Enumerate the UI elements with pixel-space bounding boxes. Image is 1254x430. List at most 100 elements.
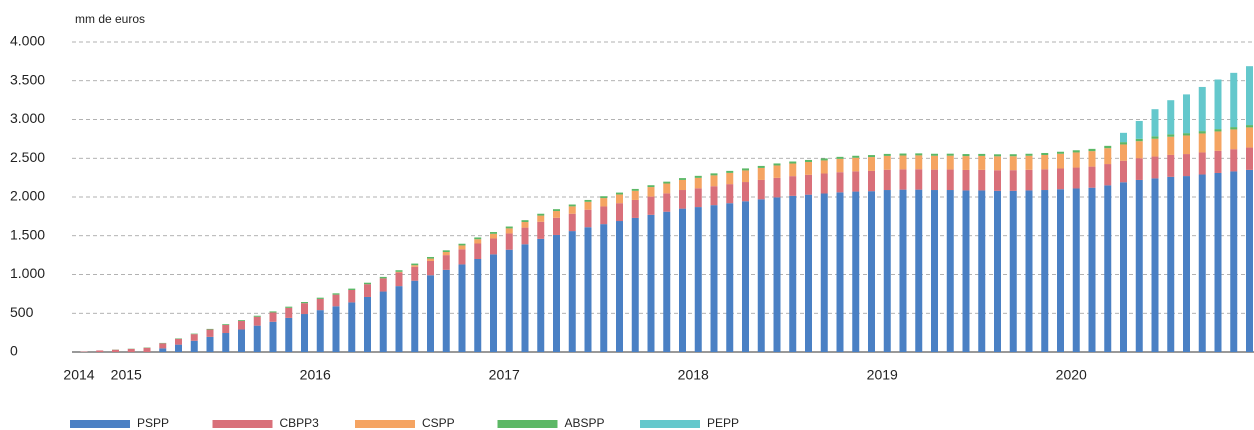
- bar-segment: [1167, 154, 1175, 177]
- bar-segment: [1104, 145, 1112, 149]
- bar-segment: [883, 155, 891, 170]
- bar-segment: [820, 173, 828, 194]
- bar-segment: [616, 221, 623, 352]
- bar-segment: [1198, 86, 1206, 132]
- bar-segment: [1183, 135, 1190, 155]
- bar-segment: [1009, 156, 1017, 171]
- bar-segment: [568, 213, 576, 232]
- bar-segment: [742, 201, 749, 352]
- bar-segment: [238, 321, 245, 330]
- bar-segment: [269, 312, 277, 322]
- bar-segment: [411, 266, 419, 281]
- bar-segment: [584, 227, 592, 352]
- bar-segment: [222, 324, 230, 325]
- bar-segment: [899, 169, 907, 190]
- bar-segment: [915, 189, 923, 352]
- bar-segment: [663, 211, 671, 352]
- bar-segment: [537, 238, 545, 352]
- bar-segment: [1057, 151, 1064, 154]
- bar-segment: [694, 175, 702, 178]
- y-tick-label: 1.500: [10, 226, 45, 242]
- y-tick-label: 500: [10, 304, 34, 320]
- bar-segment: [285, 306, 293, 308]
- bar-segment: [694, 188, 702, 208]
- bar-segment: [253, 316, 261, 326]
- legend-label: CBPP3: [280, 416, 320, 430]
- bar-segment: [143, 347, 151, 352]
- bar-segment: [159, 343, 167, 349]
- bar-segment: [1088, 187, 1096, 352]
- bar-segment: [206, 336, 214, 352]
- bar-segment: [679, 208, 686, 352]
- bar-segment: [1246, 125, 1253, 128]
- bar-segment: [647, 185, 655, 188]
- bar-segment: [805, 161, 812, 175]
- bar-segment: [175, 338, 182, 345]
- bar-segment: [1214, 150, 1222, 173]
- bar-segment: [301, 303, 308, 315]
- bar-segment: [946, 155, 954, 170]
- bar-segment: [726, 203, 734, 352]
- bar-segment: [899, 153, 907, 156]
- bar-segment: [568, 204, 576, 207]
- bar-segment: [253, 315, 261, 317]
- bar-segment: [994, 190, 1001, 352]
- bar-segment: [238, 329, 245, 352]
- bar-segment: [474, 237, 482, 240]
- bar-segment: [222, 324, 230, 334]
- bar-segment: [931, 190, 938, 352]
- bar-segment: [521, 220, 529, 223]
- bar-segment: [411, 263, 419, 266]
- bar-segment: [411, 265, 419, 267]
- bar-segment: [332, 306, 340, 352]
- bar-segment: [521, 222, 529, 228]
- bar-segment: [537, 215, 545, 222]
- bar-segment: [710, 186, 718, 206]
- bar-segment: [175, 344, 182, 352]
- bar-segment: [159, 348, 167, 352]
- bar-segment: [395, 270, 403, 272]
- bar-segment: [490, 233, 497, 239]
- bar-segment: [820, 193, 828, 352]
- bar-segment: [1151, 138, 1159, 157]
- bar-segment: [883, 190, 891, 352]
- bar-segment: [316, 298, 324, 311]
- bar-segment: [852, 171, 860, 192]
- bar-segment: [427, 256, 434, 259]
- bar-segment: [1246, 127, 1253, 148]
- bar-segment: [316, 297, 324, 299]
- bar-segment: [1151, 178, 1159, 352]
- bar-segment: [931, 155, 938, 170]
- bar-segment: [757, 165, 765, 168]
- bar-segment: [647, 187, 655, 197]
- bar-segment: [395, 272, 403, 287]
- bar-segment: [238, 320, 245, 321]
- bar-segment: [301, 314, 308, 352]
- bar-segment: [1167, 136, 1175, 155]
- y-tick-label: 2.000: [10, 188, 45, 204]
- bar-segment: [679, 190, 686, 209]
- bar-segment: [789, 161, 797, 164]
- bar-segment: [836, 172, 844, 193]
- bar-segment: [868, 157, 875, 171]
- bar-segment: [1230, 127, 1238, 130]
- bar-segment: [505, 228, 513, 234]
- bar-segment: [1072, 152, 1080, 168]
- bar-segment: [1183, 133, 1190, 136]
- x-tick-label: 2014: [63, 367, 94, 383]
- bar-segment: [631, 217, 639, 352]
- bar-segment: [505, 233, 513, 250]
- bar-segment: [1246, 147, 1253, 170]
- legend-swatch: [497, 420, 558, 428]
- bar-segment: [852, 157, 860, 172]
- y-tick-label: 2.500: [10, 149, 45, 165]
- bar-segment: [301, 302, 308, 304]
- bar-segment: [694, 207, 702, 352]
- bar-segment: [474, 259, 482, 352]
- bar-segment: [836, 156, 844, 159]
- y-tick-label: 1.000: [10, 265, 45, 281]
- bar-segment: [1088, 151, 1096, 167]
- bar-segment: [537, 213, 545, 216]
- bar-segment: [1041, 169, 1049, 191]
